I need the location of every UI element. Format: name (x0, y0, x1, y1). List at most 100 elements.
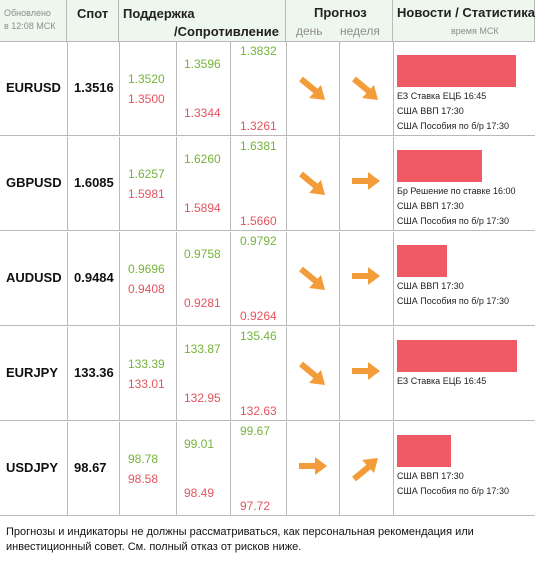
column-divider (393, 327, 394, 420)
spot-price: 1.3516 (74, 80, 114, 95)
column-divider (176, 422, 177, 515)
support-level-3: 135.46 (240, 329, 277, 343)
day-forecast-down-right-arrow-icon (298, 266, 328, 297)
column-divider (119, 327, 120, 420)
column-divider (230, 422, 231, 515)
column-divider (339, 327, 340, 420)
news-item: США ВВП 17:30 (397, 471, 464, 481)
news-item: США Пособия по б/р 17:30 (397, 216, 509, 226)
resistance-level-1: 133.01 (128, 377, 165, 391)
support-header: Поддержка (123, 6, 195, 21)
news-item: США ВВП 17:30 (397, 281, 464, 291)
column-divider (393, 42, 394, 135)
support-level-1: 98.78 (128, 452, 159, 466)
news-item: США ВВП 17:30 (397, 201, 464, 211)
column-divider (176, 232, 177, 325)
news-item: ЕЗ Ставка ЕЦБ 16:45 (397, 376, 487, 386)
table-row: EURJPY 133.36 133.39 133.01 133.87 132.95 135.… (0, 327, 535, 421)
pair-name: AUDUSD (6, 270, 62, 285)
news-header: Новости / Статистика (397, 5, 536, 20)
resistance-level-1: 98.58 (128, 472, 159, 486)
forecast-header: Прогноз (314, 5, 367, 20)
news-item: США ВВП 17:30 (397, 106, 464, 116)
week-forecast-right-arrow-icon (351, 171, 381, 196)
column-divider (67, 422, 68, 515)
support-level-1: 1.3520 (128, 72, 165, 86)
column-divider (230, 42, 231, 135)
column-divider (67, 42, 68, 135)
resistance-level-3: 1.3261 (240, 119, 277, 133)
resistance-level-2: 0.9281 (184, 296, 221, 310)
column-divider (119, 137, 120, 230)
column-divider (286, 327, 287, 420)
resistance-level-3: 132.63 (240, 404, 277, 418)
column-divider (119, 232, 120, 325)
column-divider (339, 42, 340, 135)
disclaimer: Прогнозы и индикаторы не должны рассматр… (6, 526, 474, 553)
column-divider (176, 42, 177, 135)
column-divider (67, 137, 68, 230)
column-divider (286, 137, 287, 230)
table-row: GBPUSD 1.6085 1.6257 1.5981 1.6260 1.5894 1.63… (0, 137, 535, 231)
news-item: США Пособия по б/р 17:30 (397, 296, 509, 306)
news-impact-bar (397, 245, 447, 277)
resistance-level-1: 1.5981 (128, 187, 165, 201)
pair-name: USDJPY (6, 460, 59, 475)
levels-header-cell: Поддержка /Сопротивление (119, 0, 286, 42)
pair-name: EURUSD (6, 80, 61, 95)
day-header: день (296, 24, 323, 38)
support-level-2: 1.6260 (184, 152, 221, 166)
resistance-level-2: 98.49 (184, 486, 215, 500)
column-divider (286, 42, 287, 135)
column-divider (176, 327, 177, 420)
spot-price: 133.36 (74, 365, 114, 380)
support-level-2: 0.9758 (184, 247, 221, 261)
resistance-level-1: 0.9408 (128, 282, 165, 296)
news-impact-bar (397, 435, 451, 467)
day-forecast-down-right-arrow-icon (298, 76, 328, 107)
news-header-cell: Новости / Статистика время МСК (393, 0, 535, 42)
news-item: США Пособия по б/р 17:30 (397, 486, 509, 496)
forecast-header-cell: Прогноз день неделя (286, 0, 393, 42)
table-row: AUDUSD 0.9484 0.9696 0.9408 0.9758 0.9281 0.97… (0, 232, 535, 326)
forecast-table: Обновлено в 12:08 МСК Спот Поддержка /Со… (0, 0, 535, 516)
column-divider (67, 327, 68, 420)
support-level-2: 99.01 (184, 437, 215, 451)
resistance-level-3: 97.72 (240, 499, 271, 513)
support-level-1: 1.6257 (128, 167, 165, 181)
support-level-3: 0.9792 (240, 234, 277, 248)
spot-price: 98.67 (74, 460, 107, 475)
resistance-level-2: 132.95 (184, 391, 221, 405)
spot-price: 1.6085 (74, 175, 114, 190)
support-level-1: 133.39 (128, 357, 165, 371)
pair-name: EURJPY (6, 365, 59, 380)
column-divider (393, 422, 394, 515)
resistance-level-2: 1.5894 (184, 201, 221, 215)
resistance-level-1: 1.3500 (128, 92, 165, 106)
day-forecast-down-right-arrow-icon (298, 361, 328, 392)
pair-name: GBPUSD (6, 175, 62, 190)
column-divider (230, 232, 231, 325)
news-item: США Пособия по б/р 17:30 (397, 121, 509, 131)
spot-header-cell: Спот (67, 0, 119, 42)
table-row: USDJPY 98.67 98.78 98.58 99.01 98.49 99.67 97.7… (0, 422, 535, 516)
news-impact-bar (397, 340, 517, 372)
support-level-2: 133.87 (184, 342, 221, 356)
resistance-level-2: 1.3344 (184, 106, 221, 120)
column-divider (176, 137, 177, 230)
support-level-3: 99.67 (240, 424, 271, 438)
spot-price: 0.9484 (74, 270, 114, 285)
week-forecast-right-arrow-icon (351, 266, 381, 291)
news-item: Бр Решение по ставке 16:00 (397, 186, 516, 196)
week-forecast-right-arrow-icon (351, 361, 381, 386)
day-forecast-right-arrow-icon (298, 456, 328, 481)
support-level-2: 1.3596 (184, 57, 221, 71)
resistance-level-3: 0.9264 (240, 309, 277, 323)
column-divider (119, 42, 120, 135)
updated-time: в 12:08 МСК (4, 21, 56, 31)
support-level-3: 1.3832 (240, 44, 277, 58)
resistance-level-3: 1.5660 (240, 214, 277, 228)
support-level-3: 1.6381 (240, 139, 277, 153)
updated-header-cell: Обновлено в 12:08 МСК (0, 0, 67, 42)
table-row: EURUSD 1.3516 1.3520 1.3500 1.3596 1.3344 1.38… (0, 42, 535, 136)
